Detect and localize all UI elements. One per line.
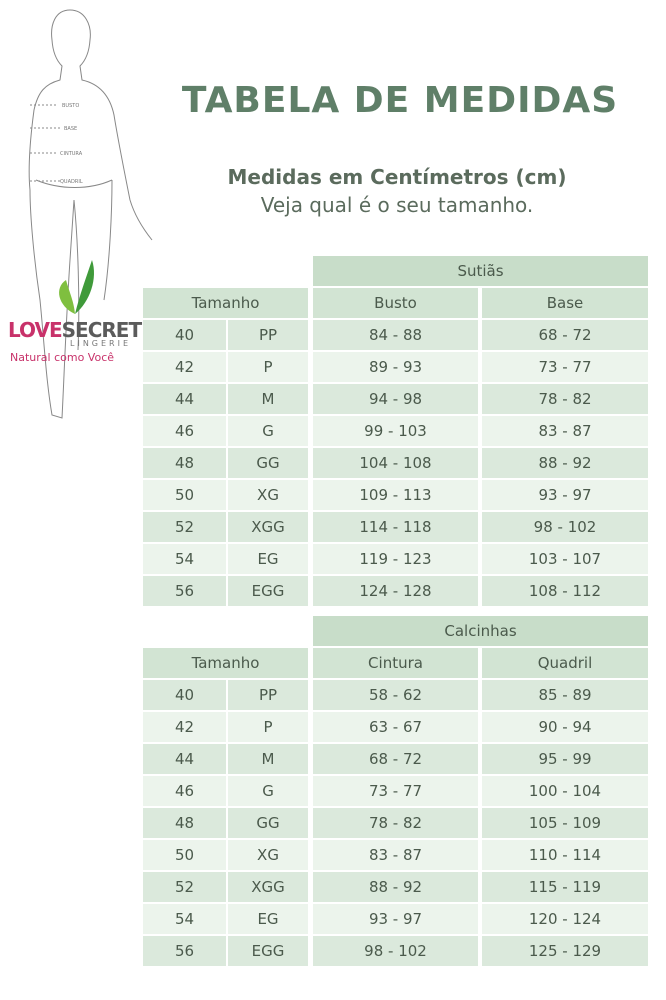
table-cell: 46: [143, 416, 226, 446]
table-cell: 84 - 88: [313, 320, 478, 350]
table-cell: EGG: [228, 936, 308, 966]
column-header: Busto: [313, 288, 478, 318]
table-cell: 44: [143, 384, 226, 414]
table-cell: 94 - 98: [313, 384, 478, 414]
logo-love: LOVE: [8, 318, 63, 342]
table-cell: 98 - 102: [482, 512, 648, 542]
table-cell: 98 - 102: [313, 936, 478, 966]
body-figure: [28, 9, 153, 419]
table-cell: 40: [143, 320, 226, 350]
figure-label: BASE: [64, 126, 78, 132]
table-cell: EG: [228, 904, 308, 934]
table-cell: 78 - 82: [482, 384, 648, 414]
table-cell: 88 - 92: [482, 448, 648, 478]
tagline: Veja qual é o seu tamanho.: [260, 193, 534, 217]
table-cell: P: [228, 712, 308, 742]
table-cell: 105 - 109: [482, 808, 648, 838]
logo-leaf: [59, 260, 95, 314]
table-cell: 68 - 72: [482, 320, 648, 350]
table-cell: 95 - 99: [482, 744, 648, 774]
logo-slogan: Natural como Você: [10, 351, 115, 364]
table-cell: 58 - 62: [313, 680, 478, 710]
table-cell: 48: [143, 448, 226, 478]
table-cell: 63 - 67: [313, 712, 478, 742]
table-cell: 42: [143, 712, 226, 742]
table-cell: 44: [143, 744, 226, 774]
logo-brand: LOVESECRET: [8, 318, 142, 342]
table-cell: 56: [143, 576, 226, 606]
table-cell: 85 - 89: [482, 680, 648, 710]
table-cell: 40: [143, 680, 226, 710]
table-cell: 89 - 93: [313, 352, 478, 382]
group-header: Calcinhas: [313, 616, 648, 646]
column-header: Cintura: [313, 648, 478, 678]
table-cell: M: [228, 744, 308, 774]
table-cell: 115 - 119: [482, 872, 648, 902]
table-cell: 109 - 113: [313, 480, 478, 510]
table-cell: 52: [143, 512, 226, 542]
figure-label: CINTURA: [60, 151, 83, 157]
table-cell: 73 - 77: [313, 776, 478, 806]
table-cell: 104 - 108: [313, 448, 478, 478]
subtitle: Medidas em Centímetros (cm): [227, 165, 567, 189]
logo-sub: LINGERIE: [70, 339, 132, 348]
table-cell: 119 - 123: [313, 544, 478, 574]
table-cell: 50: [143, 480, 226, 510]
column-header: Base: [482, 288, 648, 318]
table-cell: 93 - 97: [313, 904, 478, 934]
table-cell: EGG: [228, 576, 308, 606]
table-cell: 108 - 112: [482, 576, 648, 606]
table-cell: 52: [143, 872, 226, 902]
title: TABELA DE MEDIDAS: [181, 80, 619, 121]
table-cell: XGG: [228, 872, 308, 902]
table-cell: 54: [143, 544, 226, 574]
table-cell: 93 - 97: [482, 480, 648, 510]
table-cell: 56: [143, 936, 226, 966]
figure-label: QUADRIL: [60, 179, 83, 185]
table-cell: 73 - 77: [482, 352, 648, 382]
table-cell: XG: [228, 840, 308, 870]
table-cell: 103 - 107: [482, 544, 648, 574]
table-cell: 99 - 103: [313, 416, 478, 446]
column-header: Tamanho: [143, 288, 308, 318]
table-cell: P: [228, 352, 308, 382]
table-cell: GG: [228, 808, 308, 838]
table-cell: 120 - 124: [482, 904, 648, 934]
table-cell: 125 - 129: [482, 936, 648, 966]
table-cell: 88 - 92: [313, 872, 478, 902]
table-cell: PP: [228, 320, 308, 350]
table-cell: 124 - 128: [313, 576, 478, 606]
table-cell: M: [228, 384, 308, 414]
table-cell: XG: [228, 480, 308, 510]
table-cell: 54: [143, 904, 226, 934]
group-header: Sutiãs: [313, 256, 648, 286]
table-cell: 50: [143, 840, 226, 870]
table-cell: 100 - 104: [482, 776, 648, 806]
table-cell: 42: [143, 352, 226, 382]
table-cell: 114 - 118: [313, 512, 478, 542]
column-header: Tamanho: [143, 648, 308, 678]
table-cell: 68 - 72: [313, 744, 478, 774]
logo-secret: SECRET: [61, 318, 142, 342]
table-cell: G: [228, 416, 308, 446]
table-cell: 78 - 82: [313, 808, 478, 838]
table-cell: XGG: [228, 512, 308, 542]
table-cell: 48: [143, 808, 226, 838]
table-cell: 90 - 94: [482, 712, 648, 742]
figure-label: BUSTO: [62, 103, 80, 109]
table-cell: GG: [228, 448, 308, 478]
table-cell: PP: [228, 680, 308, 710]
table-cell: G: [228, 776, 308, 806]
table-cell: EG: [228, 544, 308, 574]
column-header: Quadril: [482, 648, 648, 678]
table-cell: 83 - 87: [313, 840, 478, 870]
table-cell: 46: [143, 776, 226, 806]
table-cell: 110 - 114: [482, 840, 648, 870]
table-cell: 83 - 87: [482, 416, 648, 446]
